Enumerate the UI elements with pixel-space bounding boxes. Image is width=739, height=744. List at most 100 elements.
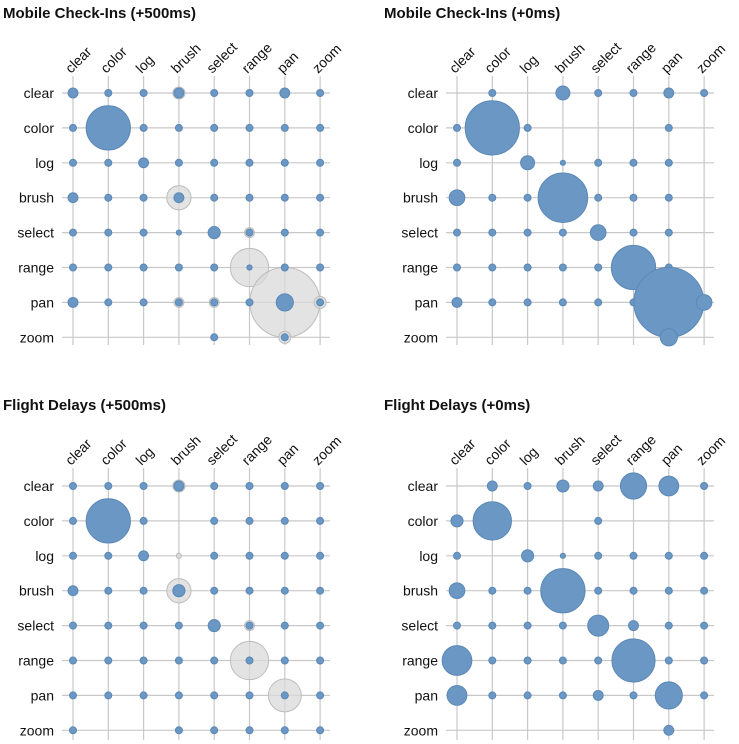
bubble-primary [210, 482, 219, 490]
bubble-primary [523, 123, 532, 132]
bubble-primary [69, 621, 77, 630]
bubble-primary [448, 189, 466, 207]
bubble-primary [173, 192, 185, 204]
bubble-primary [594, 298, 603, 307]
bubble-primary [69, 158, 77, 167]
bubble-primary [441, 645, 473, 676]
bubble-primary [664, 123, 673, 132]
bubble-primary [446, 685, 468, 706]
bubble-primary [210, 516, 219, 525]
row-label-range: range [402, 653, 438, 669]
bubble-primary [316, 193, 325, 202]
bubble-primary [659, 328, 678, 347]
column-label-clear: clear [62, 43, 95, 76]
bubble-primary [453, 621, 461, 630]
column-label-brush: brush [168, 432, 204, 468]
row-label-log: log [419, 548, 438, 564]
bubble-primary [210, 333, 219, 342]
column-label-color: color [481, 435, 514, 468]
bubble-primary [633, 266, 705, 338]
column-label-pan: pan [658, 440, 686, 468]
column-label-log: log [516, 52, 541, 77]
bubble-primary [139, 89, 148, 97]
row-label-select: select [401, 225, 438, 241]
bubble-primary [67, 87, 79, 99]
bubble-primary [245, 551, 254, 560]
bubble-primary [207, 619, 221, 633]
bubble-primary [280, 482, 289, 490]
bubble-primary [104, 482, 113, 490]
bubble-primary [280, 726, 289, 735]
bubble-primary [540, 568, 586, 614]
bubble-primary [629, 193, 638, 202]
bubble-primary [69, 516, 77, 525]
row-label-log: log [35, 548, 54, 564]
bubble-primary [558, 621, 567, 630]
bubble-primary [464, 100, 520, 156]
row-label-color: color [24, 513, 55, 529]
bubble-primary [594, 158, 603, 167]
bubble-primary [139, 228, 148, 237]
bubble-primary [664, 158, 673, 167]
bubble-primary [700, 621, 709, 630]
row-label-clear: clear [408, 478, 439, 494]
bubble-primary [628, 620, 639, 632]
bubble-primary [316, 691, 325, 700]
bubble-primary [559, 552, 567, 559]
bubble-primary [523, 482, 532, 490]
bubble-primary [594, 516, 603, 525]
bubble-primary [174, 298, 183, 307]
column-label-pan: pan [658, 48, 686, 76]
bubble-primary [280, 516, 289, 525]
column-label-select: select [587, 39, 624, 76]
bubble-primary [280, 158, 289, 167]
bubble-primary [488, 656, 497, 665]
bubble-primary [280, 656, 289, 665]
bubble-primary [104, 263, 113, 272]
bubble-primary [316, 516, 325, 525]
bubble-primary [104, 158, 113, 167]
bubble-primary [210, 691, 219, 700]
bubble-primary [210, 726, 219, 735]
bubble-primary [67, 585, 79, 597]
bubble-primary [594, 656, 603, 665]
bubble-primary [451, 296, 463, 308]
bubble-primary [280, 691, 289, 700]
bubble-primary [174, 263, 183, 272]
bubble-primary [316, 123, 325, 132]
bubble-primary [629, 586, 638, 595]
column-label-select: select [203, 431, 240, 468]
bubble-primary [523, 691, 532, 700]
column-label-range: range [238, 39, 275, 76]
bubble-primary [488, 691, 497, 700]
bubble-primary [207, 226, 221, 240]
column-label-zoom: zoom [693, 41, 729, 77]
bubble-primary [700, 656, 709, 665]
bubble-primary [104, 228, 113, 237]
bubble-primary [629, 691, 638, 700]
row-label-brush: brush [19, 190, 54, 206]
row-label-brush: brush [19, 583, 54, 599]
bubble-primary [104, 691, 113, 700]
bubble-primary [279, 87, 291, 99]
row-label-brush: brush [403, 583, 438, 599]
bubble-primary [245, 89, 254, 97]
bubble-primary [629, 158, 638, 167]
column-label-clear: clear [62, 435, 95, 468]
bubble-primary [174, 726, 183, 735]
bubble-primary [139, 656, 148, 665]
row-label-zoom: zoom [20, 329, 54, 345]
row-label-log: log [419, 155, 438, 171]
panel-title: Flight Delays (+0ms) [384, 397, 530, 414]
bubble-primary [316, 551, 325, 560]
bubble-primary [280, 123, 289, 132]
bubble-primary [139, 298, 148, 307]
bubble-primary [663, 87, 675, 99]
column-label-clear: clear [446, 435, 479, 468]
bubble-primary [448, 582, 466, 600]
bubble-primary [139, 621, 148, 630]
bubble-primary [537, 172, 589, 223]
row-label-range: range [402, 260, 438, 276]
bubble-primary [104, 193, 113, 202]
